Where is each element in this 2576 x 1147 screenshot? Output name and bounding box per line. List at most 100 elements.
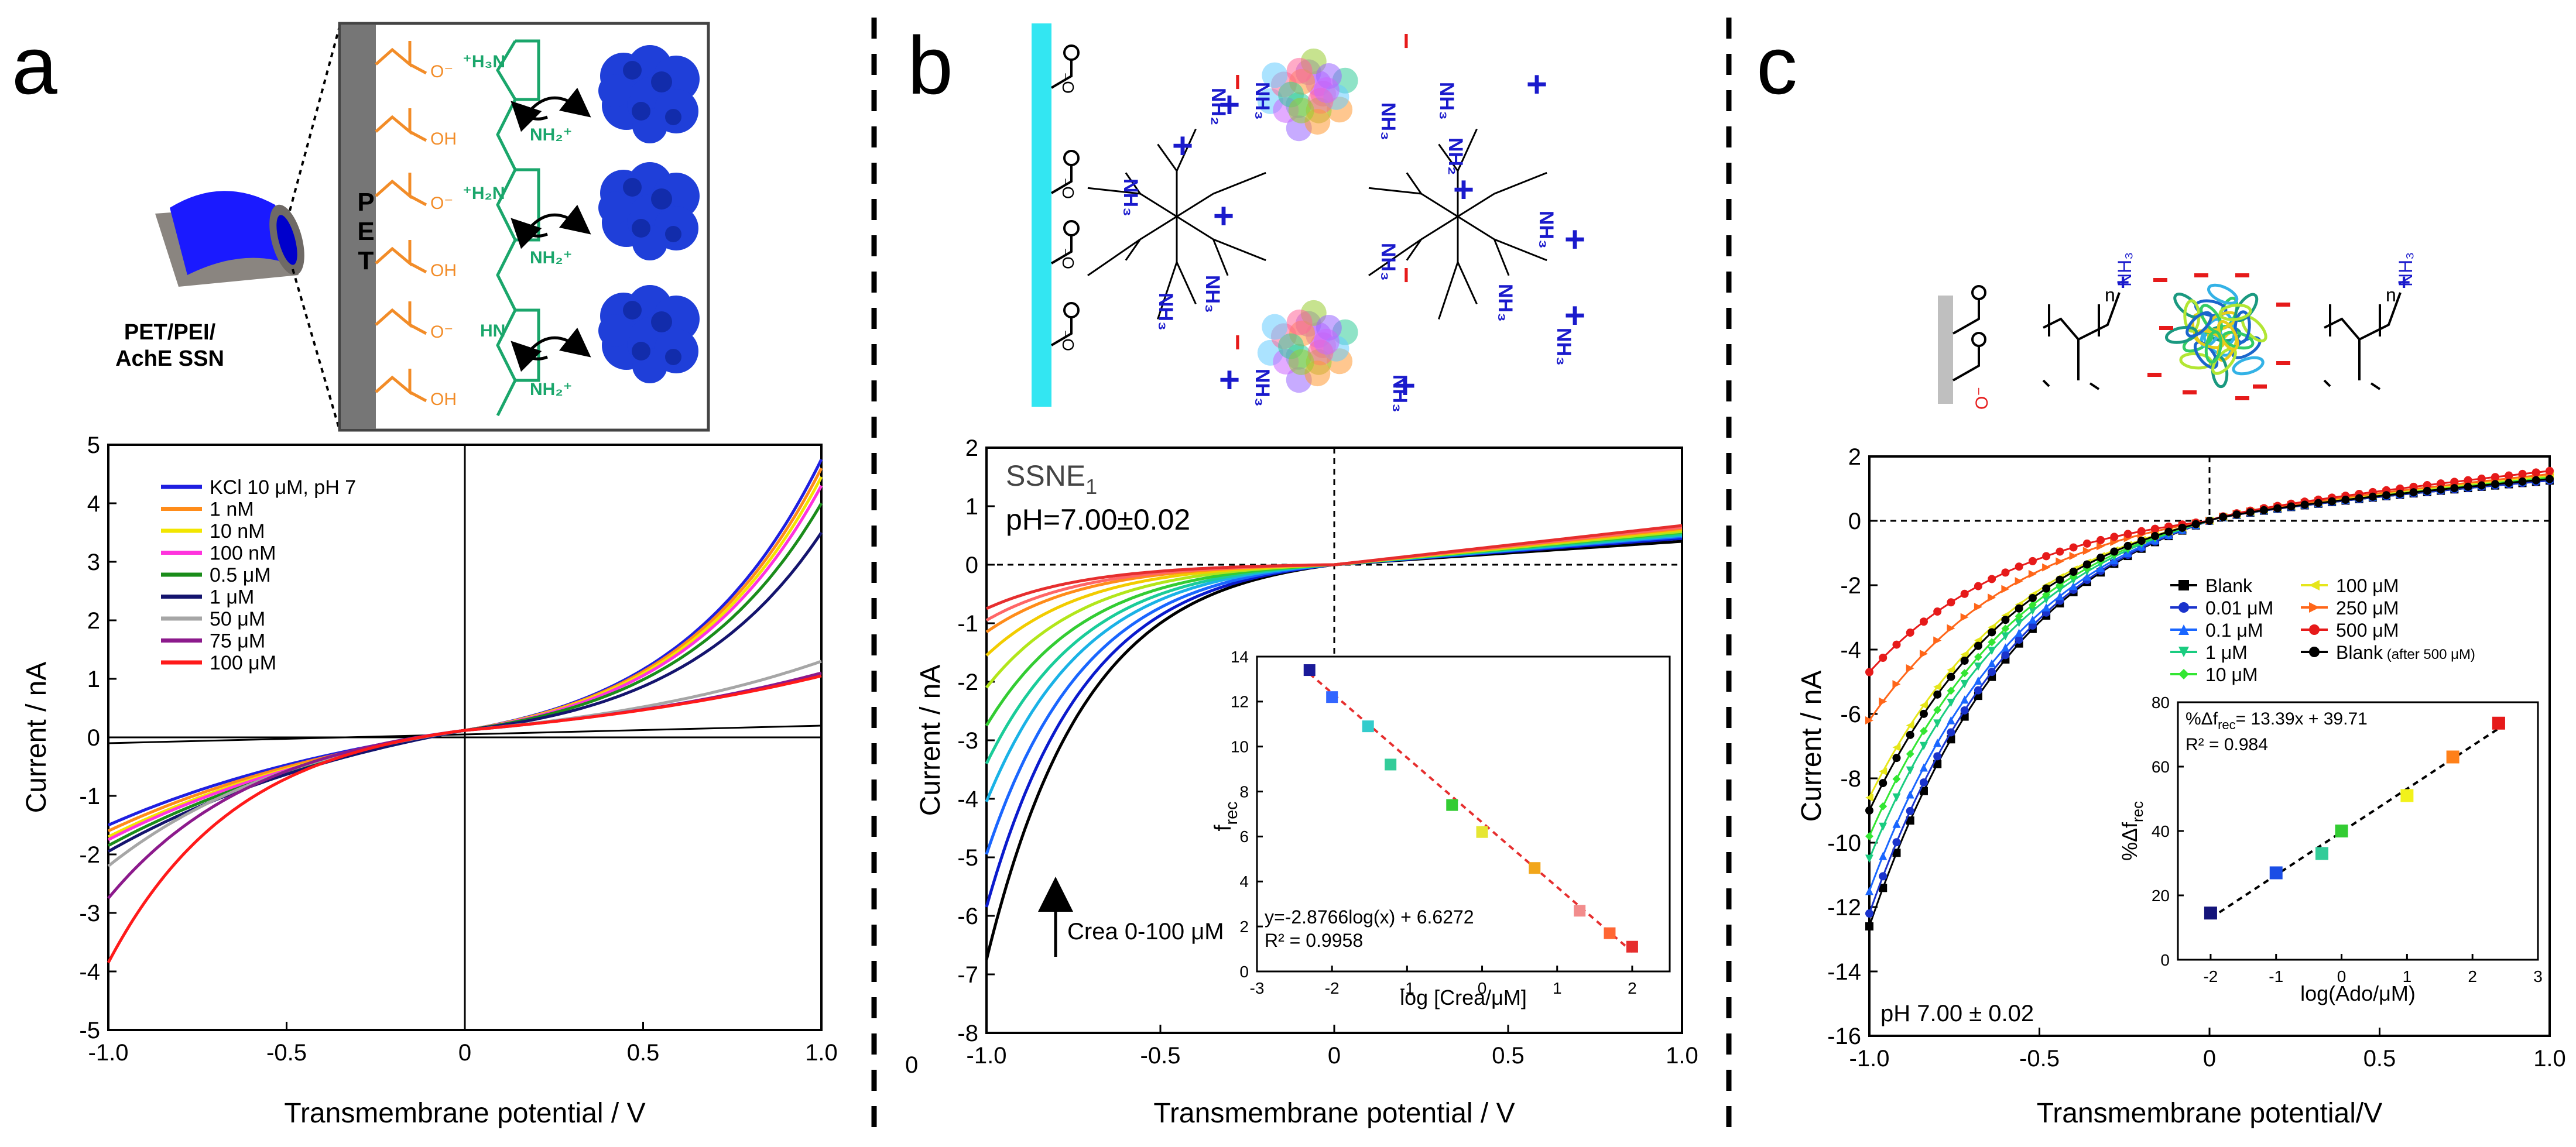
x-axis-label: Transmembrane potential/V (2037, 1098, 2383, 1129)
y-tick-label: -5 (957, 845, 978, 871)
annotation-ph: pH=7.00±0.02 (1006, 503, 1190, 536)
series-marker (1919, 617, 1928, 626)
series-marker (1933, 752, 1942, 761)
series-marker (1892, 680, 1901, 689)
series-marker (1892, 838, 1901, 847)
carboxyl-label-1: O⁻ (1059, 72, 1077, 94)
series-marker (1919, 763, 1928, 772)
negative-charge-3 (2147, 373, 2161, 377)
inset-x-label: log(Ado/μM) (2300, 981, 2416, 1005)
carboxyl-label-2: O⁻ (1059, 177, 1077, 199)
series-marker (1865, 794, 1873, 802)
enzyme-lobe (598, 74, 631, 107)
arrow-label: Crea 0-100 μM (1067, 919, 1224, 945)
y-tick-label: -4 (957, 787, 978, 812)
inset-point-6 (2446, 750, 2459, 764)
series-marker (1988, 593, 1996, 602)
inset-point-1 (2204, 906, 2217, 920)
series-line-11 (985, 524, 1683, 610)
y-tick-label: 0 (87, 725, 100, 751)
protein-lobe (1313, 328, 1340, 355)
series-marker (1947, 699, 1955, 708)
carboxyl-bond (1952, 345, 1980, 382)
nh3-label-9: NH₃ (1535, 211, 1557, 249)
carboxyl-label-1: O⁻ (1972, 387, 1992, 410)
protein-strand (2204, 330, 2222, 364)
series-marker (2015, 629, 2023, 637)
series-marker (2273, 504, 2282, 513)
series-marker (2546, 475, 2554, 483)
y-tick-label: 80 (2152, 693, 2170, 712)
inset-point-3 (1362, 720, 1374, 733)
x-tick-label: -0.5 (266, 1040, 307, 1066)
negative-charge-2 (2159, 326, 2173, 330)
series-marker (1879, 822, 1888, 831)
series-line-9 (107, 674, 822, 964)
series-marker (2001, 624, 2010, 633)
positive-charge-2: + (1213, 196, 1234, 236)
y-tick-label: -14 (1827, 959, 1861, 985)
series-marker (2082, 572, 2091, 581)
series-marker (2097, 535, 2105, 544)
series-marker (1933, 719, 1942, 728)
series-marker (2505, 471, 2513, 480)
carboxyl-bond (1050, 59, 1073, 89)
carboxyl-label-4: O⁻ (1059, 329, 1077, 351)
inset-point-4 (1385, 758, 1397, 771)
series-marker (2042, 563, 2051, 572)
series-marker (2069, 568, 2078, 576)
series-marker (2069, 551, 2078, 560)
positive-charge-4: + (1526, 64, 1547, 105)
series-marker (2219, 513, 2228, 521)
legend-label-8: 500 μM (2336, 620, 2399, 641)
x-tick-label: 1 (1553, 979, 1562, 997)
reference-line (108, 724, 822, 744)
series-marker (2464, 482, 2472, 491)
series-marker (2518, 477, 2527, 486)
series-marker (2056, 557, 2064, 566)
series-marker (2056, 547, 2064, 556)
series-marker (1879, 872, 1888, 881)
series-marker (1988, 668, 1996, 676)
series-marker (2287, 502, 2296, 511)
series-marker (1906, 664, 1914, 673)
series-marker (2097, 564, 2105, 572)
enzyme-shade (632, 219, 650, 238)
annotation-ph: pH 7.00 ± 0.02 (1880, 1001, 2034, 1026)
pet-membrane (341, 25, 376, 429)
protein-strand (2234, 310, 2251, 344)
series-marker (1919, 787, 1928, 795)
legend-label-6: 1 μM (210, 586, 254, 609)
legend-label-1: Blank (2205, 575, 2253, 596)
carboxyl-bond (375, 41, 427, 75)
series-marker (2028, 593, 2037, 602)
x-tick-label: 0 (1478, 979, 1487, 997)
inset-fit-equation: y=-2.8766log(x) + 6.6272 (1265, 906, 1474, 928)
y-tick-label: -1 (957, 611, 978, 637)
x-tick-label: 0 (1328, 1043, 1341, 1069)
series-marker (2355, 494, 2363, 503)
plot-frame (2177, 701, 2539, 961)
legend-label-3: 10 nM (210, 520, 265, 542)
series-marker (1933, 690, 1942, 699)
series-marker (1919, 650, 1928, 658)
carboxyl-label-2: OH (430, 129, 457, 149)
legend-marker-5 (2178, 669, 2189, 679)
series-marker (1906, 730, 1914, 739)
x-tick-label: -2 (2203, 967, 2218, 985)
series-marker (2082, 547, 2091, 555)
enzyme-shade (665, 109, 681, 125)
series-marker (2069, 543, 2078, 552)
series-marker (1974, 653, 1982, 661)
carboxyl-label-3: O⁻ (430, 194, 453, 213)
inset-y-label: %Δfrec (2118, 801, 2146, 861)
series-marker (2151, 532, 2160, 541)
series-marker (2028, 569, 2037, 578)
series-marker (2423, 486, 2431, 495)
x-tick-label: 3 (2533, 967, 2543, 985)
nh3-label-11: NH₃ (1377, 243, 1399, 281)
series-marker (1879, 654, 1888, 662)
enzyme-shade (623, 61, 642, 80)
annotation-ssne: SSNE1 (1006, 459, 1097, 499)
